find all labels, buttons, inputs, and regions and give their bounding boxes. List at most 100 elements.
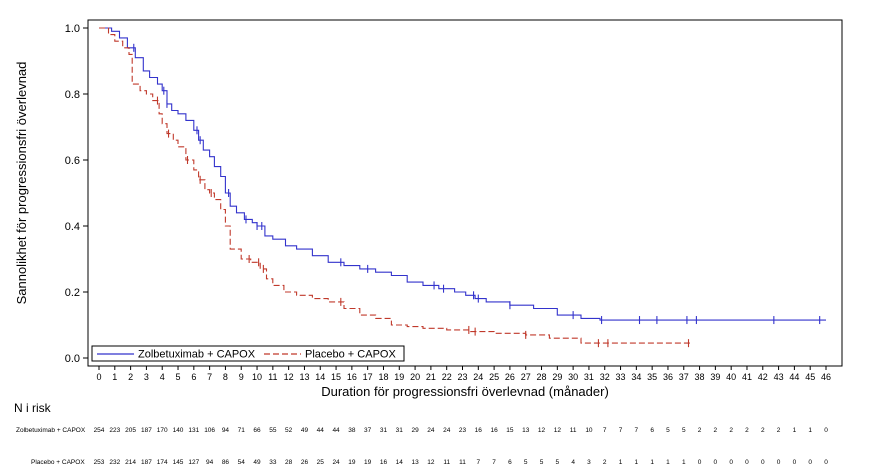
risk-count: 127 <box>188 459 199 466</box>
x-tick-label: 34 <box>631 372 641 382</box>
risk-table-title: N i risk <box>14 401 52 415</box>
risk-count: 205 <box>125 427 136 434</box>
risk-count: 15 <box>506 427 514 434</box>
risk-count: 1 <box>635 459 639 466</box>
risk-count: 28 <box>285 459 293 466</box>
legend-label-placebo: Placebo + CAPOX <box>305 349 396 361</box>
x-tick-label: 24 <box>473 372 483 382</box>
x-tick-label: 2 <box>128 372 133 382</box>
x-tick-label: 22 <box>442 372 452 382</box>
risk-count: 19 <box>348 459 356 466</box>
x-tick-label: 37 <box>679 372 689 382</box>
risk-count: 49 <box>253 459 261 466</box>
risk-count: 38 <box>348 427 356 434</box>
x-tick-label: 25 <box>489 372 499 382</box>
risk-count: 2 <box>603 459 607 466</box>
risk-count: 24 <box>427 427 435 434</box>
risk-count: 33 <box>269 459 277 466</box>
y-tick-label: 0.0 <box>65 353 80 365</box>
x-tick-label: 17 <box>363 372 373 382</box>
risk-count: 49 <box>301 427 309 434</box>
risk-count: 5 <box>540 459 544 466</box>
risk-count: 6 <box>508 459 512 466</box>
risk-count: 0 <box>824 459 828 466</box>
risk-count: 187 <box>141 459 152 466</box>
x-tick-label: 31 <box>584 372 594 382</box>
x-tick-label: 43 <box>774 372 784 382</box>
risk-count: 12 <box>538 427 546 434</box>
x-tick-label: 21 <box>426 372 436 382</box>
risk-count: 253 <box>94 459 105 466</box>
x-tick-label: 33 <box>616 372 626 382</box>
risk-count: 1 <box>650 459 654 466</box>
risk-count: 29 <box>411 427 419 434</box>
x-tick-label: 35 <box>647 372 657 382</box>
risk-count: 13 <box>522 427 530 434</box>
risk-count: 24 <box>443 427 451 434</box>
risk-count: 16 <box>380 459 388 466</box>
risk-count: 1 <box>619 459 623 466</box>
risk-count: 106 <box>204 427 215 434</box>
risk-count: 31 <box>380 427 388 434</box>
risk-count: 12 <box>427 459 435 466</box>
risk-count: 6 <box>650 427 654 434</box>
x-tick-label: 11 <box>268 372 277 382</box>
x-tick-label: 7 <box>207 372 212 382</box>
risk-count: 7 <box>603 427 607 434</box>
x-tick-label: 26 <box>505 372 515 382</box>
risk-count: 24 <box>332 459 340 466</box>
x-tick-label: 27 <box>521 372 531 382</box>
risk-count: 55 <box>269 427 277 434</box>
x-tick-label: 32 <box>600 372 610 382</box>
y-tick-label: 0.4 <box>65 221 80 233</box>
series-line-0 <box>99 27 826 321</box>
risk-count: 23 <box>459 427 467 434</box>
risk-count: 0 <box>777 459 781 466</box>
risk-count: 5 <box>556 459 560 466</box>
risk-count: 12 <box>554 427 562 434</box>
y-tick-label: 0.8 <box>65 89 80 101</box>
risk-count: 86 <box>222 459 230 466</box>
risk-count: 0 <box>824 427 828 434</box>
risk-row-label-zolbetuximab: Zolbetuximab + CAPOX <box>16 427 86 434</box>
risk-count: 37 <box>364 427 372 434</box>
risk-count: 0 <box>745 459 749 466</box>
risk-count: 3 <box>587 459 591 466</box>
x-tick-label: 18 <box>378 372 388 382</box>
risk-count: 19 <box>364 459 372 466</box>
risk-count: 174 <box>157 459 168 466</box>
risk-table: 254 223 205 187 170 140 131 106 94 71 66 55 52 49 44 44… <box>94 427 829 466</box>
x-tick-label: 46 <box>821 372 831 382</box>
risk-count: 16 <box>490 427 498 434</box>
risk-count: 13 <box>411 459 419 466</box>
risk-count: 0 <box>729 459 733 466</box>
risk-count: 2 <box>698 427 702 434</box>
risk-count: 66 <box>253 427 261 434</box>
risk-count: 0 <box>714 459 718 466</box>
x-tick-label: 40 <box>726 372 736 382</box>
x-tick-label: 1 <box>112 372 117 382</box>
series-group <box>99 27 826 348</box>
risk-count: 254 <box>94 427 105 434</box>
x-tick-label: 9 <box>239 372 244 382</box>
risk-count: 2 <box>777 427 781 434</box>
risk-row-label-placebo: Placebo + CAPOX <box>31 459 85 466</box>
risk-count: 26 <box>301 459 309 466</box>
risk-count: 54 <box>238 459 246 466</box>
risk-count: 11 <box>570 427 577 434</box>
risk-count: 44 <box>332 427 340 434</box>
x-tick-label: 14 <box>315 372 325 382</box>
risk-count: 1 <box>793 427 797 434</box>
x-tick-label: 29 <box>552 372 562 382</box>
risk-count: 145 <box>173 459 184 466</box>
risk-count: 25 <box>317 459 325 466</box>
risk-count: 2 <box>761 427 765 434</box>
risk-count: 10 <box>585 427 593 434</box>
y-axis-label: Sannolikhet för progressionsfri överlevn… <box>14 62 29 305</box>
risk-count: 31 <box>396 427 404 434</box>
risk-count: 2 <box>745 427 749 434</box>
x-tick-label: 39 <box>710 372 720 382</box>
risk-count: 11 <box>459 459 466 466</box>
risk-count: 1 <box>666 459 670 466</box>
